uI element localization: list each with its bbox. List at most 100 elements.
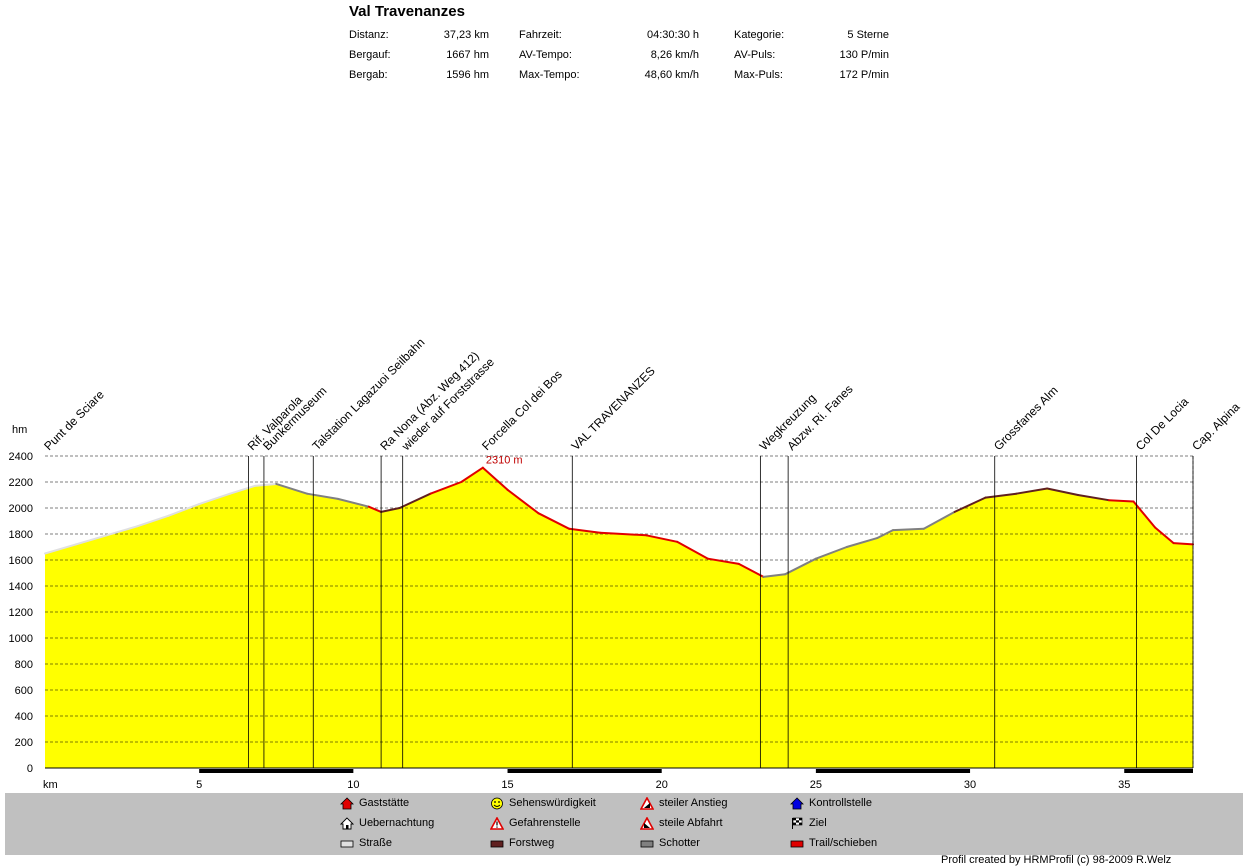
stat-value: 48,60 km/h (644, 69, 699, 81)
x-tick-label: 10 (347, 779, 359, 791)
legend-label: Uebernachtung (359, 817, 435, 829)
legend-label: Kontrollstelle (809, 797, 872, 809)
y-tick-label: 200 (15, 737, 33, 749)
profile-segment (568, 527, 602, 534)
stat-label: AV-Tempo: (519, 49, 572, 61)
legend-item: Trail/schieben (790, 837, 878, 849)
stat-value: 1596 hm (446, 69, 489, 81)
profile-segment (367, 505, 383, 513)
profile-segment (380, 507, 401, 513)
stat-value: 172 P/min (839, 69, 889, 81)
finish-flag-icon (792, 817, 803, 829)
stat-label: Bergauf: (349, 49, 391, 61)
profile-segment (198, 492, 232, 506)
x-axis-scale-band (815, 769, 971, 773)
legend-label: Schotter (659, 837, 700, 849)
profile-segment (984, 492, 1018, 499)
profile-segment (737, 562, 765, 578)
trail-swatch-icon (790, 840, 804, 848)
y-tick-label: 1400 (9, 581, 33, 593)
legend-label: Gaststätte (359, 797, 410, 809)
steep-ascent-icon (640, 797, 654, 810)
page-title: Val Travenanzes (349, 3, 465, 20)
profile-segment (1154, 526, 1175, 545)
x-tick-label: 25 (810, 779, 822, 791)
max-elevation-label: 2310 m (486, 455, 523, 467)
stat-value: 1667 hm (446, 49, 489, 61)
warning-icon (490, 817, 504, 830)
profile-segment (1172, 542, 1194, 546)
legend-label: Ziel (809, 817, 827, 829)
waypoint-label: Cap. Alpina (1189, 400, 1243, 454)
profile-segment (762, 573, 787, 578)
legend-item: steile Abfahrt (640, 817, 723, 830)
x-tick-label: 15 (501, 779, 513, 791)
x-axis-scale-band (507, 769, 662, 773)
y-tick-label: 1200 (9, 607, 33, 619)
profile-segment (306, 492, 339, 500)
stat-label: Bergab: (349, 69, 388, 81)
house-red-icon (340, 797, 354, 810)
legend-item: Sehenswürdigkeit (491, 797, 596, 810)
stat-label: Kategorie: (734, 29, 785, 41)
waypoint-label: Forcella Col dei Bos (479, 367, 565, 453)
profile-segment (953, 496, 987, 513)
x-tick-label: 30 (964, 779, 976, 791)
legend-item: Forstweg (490, 837, 554, 849)
legend-label: Trail/schieben (809, 837, 878, 849)
y-tick-label: 0 (27, 763, 33, 775)
profile-segment (1046, 487, 1079, 496)
road-swatch-icon (340, 840, 354, 848)
waypoint-label: VAL TRAVENANZES (569, 364, 658, 453)
stat-label: Max-Tempo: (519, 69, 580, 81)
gravel-swatch-icon (640, 840, 654, 848)
profile-segment (814, 546, 848, 560)
stat-label: Fahrzeit: (519, 29, 562, 41)
stat-value: 5 Sterne (847, 29, 889, 41)
smiley-icon (491, 797, 503, 810)
profile-segment (336, 497, 370, 508)
legend-item: Schotter (640, 837, 700, 849)
profile-segment (229, 484, 256, 495)
waypoint-label: Punt de Sciare (41, 387, 107, 453)
y-tick-label: 2400 (9, 451, 33, 463)
house-outline-icon (340, 817, 354, 830)
profile-segment (398, 492, 432, 509)
x-axis-scale-band (1124, 769, 1193, 773)
legend-label: steiler Anstieg (659, 797, 728, 809)
profile-segment (599, 531, 648, 537)
elevation-profile-chart: hm km Punt de Sciare Rif. ValparolaBunker… (9, 335, 1243, 791)
profile-segment (506, 488, 540, 515)
stat-value: 8,26 km/h (650, 49, 699, 61)
legend (5, 793, 1243, 855)
profile-segment (1107, 499, 1135, 503)
legend-item: Gefahrenstelle (490, 817, 581, 830)
stat-value: 37,23 km (443, 29, 489, 41)
legend-item: Uebernachtung (340, 817, 435, 830)
stat-label: Max-Puls: (734, 69, 783, 81)
y-tick-label: 600 (15, 685, 33, 697)
profile-segment (275, 482, 309, 495)
profile-segment (876, 529, 894, 539)
y-tick-label: 800 (15, 659, 33, 671)
legend-label: Sehenswürdigkeit (509, 797, 596, 809)
legend-label: Straße (359, 837, 393, 849)
stat-value: 04:30:30 h (647, 29, 699, 41)
profile-segment (706, 557, 740, 565)
profile-segment (922, 510, 956, 530)
legend-label: steile Abfahrt (659, 817, 723, 829)
y-tick-label: 400 (15, 711, 33, 723)
stat-label: AV-Puls: (734, 49, 776, 61)
legend-item: Gaststätte (340, 797, 410, 810)
waypoint-label: Grossfanes Alm (991, 383, 1061, 453)
profile-segment (845, 536, 879, 548)
profile-segment (784, 557, 817, 576)
y-tick-label: 1600 (9, 555, 33, 567)
legend-item: Straße (340, 837, 393, 849)
profile-segment (136, 514, 170, 528)
stat-label: Distanz: (349, 29, 389, 41)
y-axis-label: hm (12, 424, 27, 436)
profile-segment (460, 466, 484, 483)
y-tick-label: 2200 (9, 477, 33, 489)
forest-road-swatch-icon (490, 840, 504, 848)
